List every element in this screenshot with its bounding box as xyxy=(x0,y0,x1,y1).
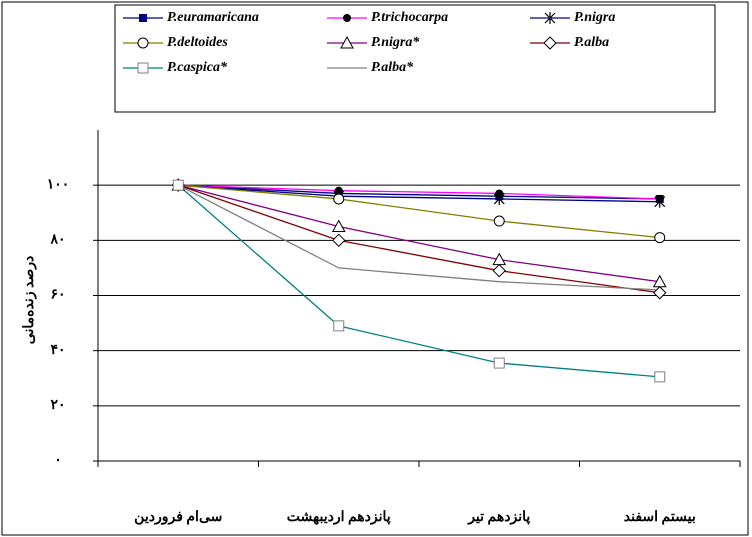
legend-item: P.caspica* xyxy=(123,60,228,75)
x-tick-label: بیستم اسفند xyxy=(624,510,696,525)
series-line xyxy=(178,184,660,283)
series-line xyxy=(178,184,660,294)
legend-item: P.nigra xyxy=(530,10,615,25)
marker xyxy=(333,193,345,205)
series-line xyxy=(178,184,660,200)
legend-box xyxy=(114,4,716,113)
legend-label: P.nigra xyxy=(574,10,615,25)
series-line xyxy=(177,184,660,378)
marker xyxy=(343,14,351,22)
legend-item: P.alba* xyxy=(327,60,414,75)
x-tick-label: سی‌ام فروردین xyxy=(134,510,222,525)
marker xyxy=(340,35,354,49)
marker xyxy=(653,286,667,300)
series-line xyxy=(178,184,660,239)
marker xyxy=(139,14,147,22)
y-tick-label: ۶۰ xyxy=(50,288,65,303)
legend-label: P.caspica* xyxy=(167,60,228,75)
marker xyxy=(493,192,505,205)
legend-item: P.trichocarpa xyxy=(327,10,448,25)
legend-item: P.nigra* xyxy=(327,35,420,50)
legend-item: P.deltoides xyxy=(123,35,228,50)
y-tick-label: ۰ xyxy=(54,453,62,468)
legend-item: P.euramaricana xyxy=(123,10,259,25)
marker xyxy=(493,357,505,369)
marker xyxy=(331,219,346,233)
marker xyxy=(654,232,666,244)
marker xyxy=(543,36,557,50)
y-tick-label: ۲۰ xyxy=(50,398,65,413)
y-tick-label: ۸۰ xyxy=(49,233,65,248)
marker xyxy=(492,263,506,278)
marker xyxy=(137,62,149,74)
y-axis-label: درصد زنده‌مانی xyxy=(22,256,37,344)
y-tick-label: ۱۰۰ xyxy=(47,177,70,192)
marker xyxy=(654,371,666,383)
series-line xyxy=(178,184,660,203)
marker xyxy=(333,320,345,332)
legend-label: P.deltoides xyxy=(167,35,228,50)
marker xyxy=(544,12,556,24)
legend-label: P.euramaricana xyxy=(167,10,259,25)
marker xyxy=(332,233,346,248)
legend-label: P.alba xyxy=(574,35,609,50)
marker xyxy=(172,179,184,191)
legend-label: P.trichocarpa xyxy=(371,10,448,25)
x-tick-label: پانزدهم اردیبهشت xyxy=(287,510,391,525)
marker xyxy=(137,37,149,49)
series-line xyxy=(177,184,660,291)
marker xyxy=(493,215,505,227)
series-line xyxy=(178,184,660,200)
y-tick-label: ۴۰ xyxy=(50,343,65,358)
x-tick-label: پانزدهم تیر xyxy=(467,510,530,525)
marker xyxy=(654,195,666,208)
legend-item: P.alba xyxy=(530,35,609,50)
legend-label: P.nigra* xyxy=(371,35,420,50)
legend-label: P.alba* xyxy=(371,60,414,75)
